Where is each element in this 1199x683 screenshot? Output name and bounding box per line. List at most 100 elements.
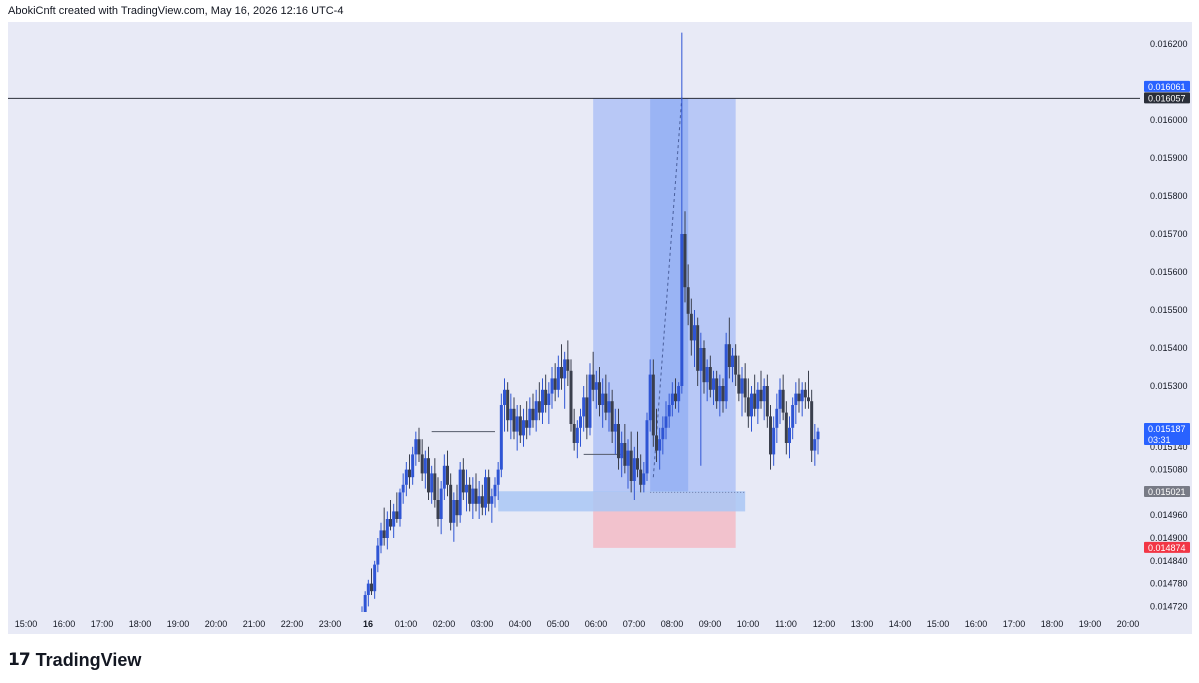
time-axis[interactable]: 15:00 16:00 17:00 18:00 19:00 20:00 21:00 22:00… <box>8 612 1192 634</box>
x-tick-label: 22:00 <box>281 619 304 629</box>
candle-body <box>572 424 576 443</box>
candle-body <box>721 386 725 402</box>
x-tick-label: 10:00 <box>737 619 760 629</box>
candle-body <box>803 389 807 398</box>
y-tick-label: 0.015600 <box>1150 267 1188 277</box>
candle-body <box>636 458 639 470</box>
candle-body <box>433 473 437 500</box>
candle-body <box>556 367 560 390</box>
candle-body <box>689 313 693 341</box>
candle-body <box>724 344 728 402</box>
candle-body <box>623 443 627 466</box>
candle-body <box>442 465 446 489</box>
candle-body <box>705 367 709 383</box>
candle-body <box>376 545 380 565</box>
candle-body <box>648 374 652 421</box>
candle-body <box>582 397 586 417</box>
price-label-text: 0.015187 <box>1148 424 1186 434</box>
candle-body <box>566 359 570 371</box>
x-tick-label: 17:00 <box>1003 619 1026 629</box>
candle-body <box>699 348 703 371</box>
candle-body <box>756 389 760 409</box>
candle-body <box>594 382 598 390</box>
x-tick-label: 11:00 <box>775 619 797 629</box>
candle-body <box>791 405 795 428</box>
candle-body <box>389 519 392 527</box>
x-tick-label: 18:00 <box>1041 619 1064 629</box>
candle-body <box>401 484 405 493</box>
x-tick-label: 13:00 <box>851 619 874 629</box>
candle-body <box>518 416 522 436</box>
candle-body <box>702 348 706 383</box>
candles-layer <box>268 32 820 634</box>
candle-body <box>626 450 630 466</box>
tradingview-logo-text: TradingView <box>35 649 142 670</box>
candle-body <box>629 450 633 481</box>
tradingview-logo[interactable]: 17 TradingView <box>8 648 141 672</box>
countdown-label-text: 03:31 <box>1148 435 1171 445</box>
x-tick-label: 04:00 <box>509 619 532 629</box>
candle-body <box>610 401 614 432</box>
candle-body <box>531 408 535 421</box>
candle-body <box>708 367 712 390</box>
candle-body <box>620 443 624 459</box>
candle-body <box>480 496 484 508</box>
candle-body <box>366 583 370 595</box>
y-tick-label: 0.015500 <box>1150 305 1188 315</box>
candle-body <box>461 469 465 493</box>
candle-body <box>686 287 690 314</box>
candle-body <box>667 405 671 417</box>
price-label-tag <box>1144 541 1190 553</box>
x-tick-label: 16 <box>363 619 373 629</box>
candle-body <box>458 469 462 516</box>
candle-body <box>398 492 402 519</box>
candle-body <box>496 469 500 485</box>
candle-body <box>408 469 411 478</box>
candle-body <box>617 424 620 459</box>
candle-body <box>762 386 766 402</box>
candle-body <box>813 439 817 451</box>
candle-body <box>423 458 427 474</box>
candle-body <box>534 401 538 421</box>
candle-body <box>604 393 608 413</box>
candle-body <box>731 355 734 367</box>
candle-body <box>512 408 516 432</box>
y-tick-label: 0.014900 <box>1150 533 1188 543</box>
candle-body <box>385 519 389 538</box>
candle-body <box>560 367 563 379</box>
entry-zone <box>498 491 746 512</box>
price-label-text: 0.015021 <box>1148 487 1186 497</box>
time-axis-background <box>8 612 1192 634</box>
candle-body <box>778 389 782 409</box>
x-tick-label: 14:00 <box>889 619 912 629</box>
position-tool[interactable] <box>498 98 746 548</box>
candle-body <box>601 393 605 405</box>
candle-body <box>515 416 519 432</box>
candle-body <box>439 488 443 519</box>
candle-body <box>740 378 744 394</box>
candle-body <box>490 496 494 504</box>
y-tick-label: 0.015400 <box>1150 343 1188 353</box>
candle-body <box>715 378 719 402</box>
candle-body <box>379 530 383 546</box>
x-tick-label: 02:00 <box>433 619 456 629</box>
candle-body <box>477 496 481 504</box>
candle-body <box>607 401 611 413</box>
candle-body <box>427 458 430 493</box>
candle-body <box>645 420 649 474</box>
price-axis[interactable]: 0.016200 0.016000 0.015900 0.015800 0.015700… <box>1140 22 1192 634</box>
candle-body <box>598 382 601 405</box>
candle-body <box>373 564 377 592</box>
candle-body <box>363 595 367 614</box>
chart-area[interactable]: 0.016200 0.016000 0.015900 0.015800 0.015700… <box>8 22 1192 634</box>
candle-body <box>468 484 472 504</box>
candle-body <box>585 397 589 428</box>
y-tick-label: 0.015140 <box>1150 442 1188 452</box>
candle-body <box>541 389 544 413</box>
candle-body <box>759 389 763 402</box>
candle-body <box>493 484 497 497</box>
candle-body <box>737 374 741 394</box>
chart-svg[interactable]: 0.016200 0.016000 0.015900 0.015800 0.015700… <box>8 22 1192 634</box>
candle-body <box>613 424 617 432</box>
x-tick-label: 15:00 <box>927 619 950 629</box>
